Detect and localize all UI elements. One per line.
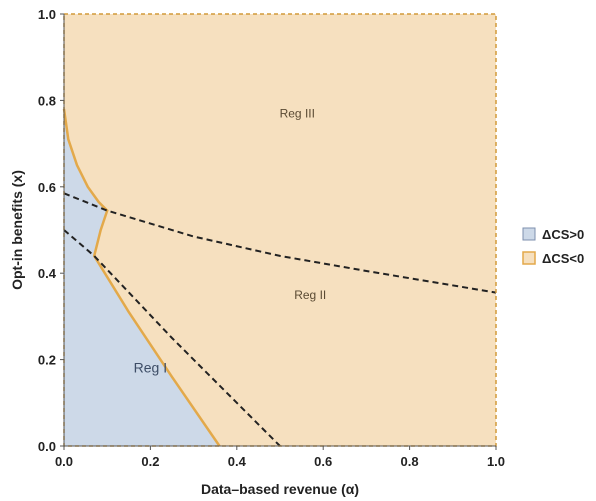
y-axis-ticks: 0.0 0.2 0.4 0.6 0.8 1.0 <box>38 7 64 454</box>
x-tick-label: 0.2 <box>141 454 159 469</box>
dashed-line-upper <box>63 192 497 294</box>
region-label-reg-ii: Reg II <box>294 288 326 302</box>
x-axis-label: Data–based revenue (α) <box>201 481 359 497</box>
y-tick-label: 0.6 <box>38 180 56 195</box>
y-tick-label: 0.8 <box>38 93 56 108</box>
y-tick-label: 0.0 <box>38 439 56 454</box>
x-axis-ticks: 0.0 0.2 0.4 0.6 0.8 1.0 <box>55 446 505 469</box>
legend-swatch-negative <box>522 251 536 265</box>
legend-label-negative: ΔCS<0 <box>542 251 584 266</box>
region-label-reg-i: Reg I <box>134 360 167 376</box>
region-label-reg-iii: Reg III <box>280 107 315 121</box>
y-tick-label: 0.4 <box>38 266 57 281</box>
x-tick-label: 1.0 <box>487 454 505 469</box>
y-tick-label: 0.2 <box>38 353 56 368</box>
x-tick-label: 0.6 <box>314 454 332 469</box>
x-tick-label: 0.0 <box>55 454 73 469</box>
y-axis-label: Opt-in benefits (x) <box>9 170 25 290</box>
legend-swatch-positive <box>522 227 536 241</box>
y-tick-label: 1.0 <box>38 7 56 22</box>
positive-region-boundary <box>62 108 221 447</box>
legend-label-positive: ΔCS>0 <box>542 227 584 242</box>
positive-region <box>64 109 220 446</box>
legend: ΔCS>0 ΔCS<0 <box>522 227 584 266</box>
x-tick-label: 0.4 <box>228 454 247 469</box>
x-tick-label: 0.8 <box>401 454 419 469</box>
